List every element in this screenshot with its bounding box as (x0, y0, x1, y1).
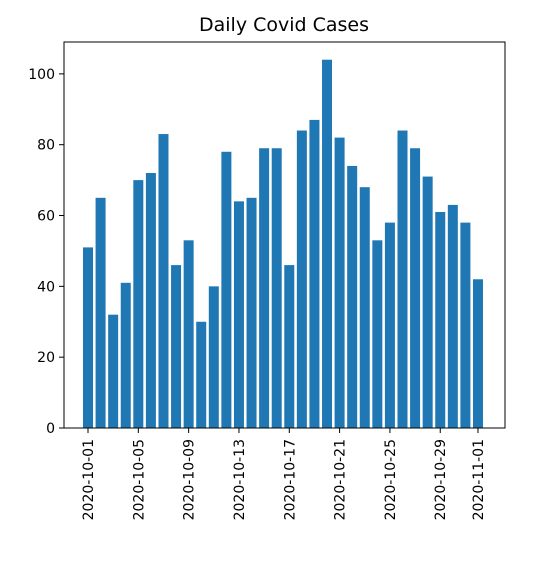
bar-2020-10-18 (296, 130, 307, 428)
bar-2020-10-17 (284, 265, 295, 428)
bar-2020-10-27 (410, 148, 421, 429)
bar-2020-10-29 (435, 211, 446, 428)
y-tick-label: 60 (37, 209, 55, 225)
x-tick-label: 2020-10-21 (333, 439, 349, 520)
bar-2020-10-15 (259, 148, 270, 429)
y-axis: 0 20 40 60 80 100 (28, 67, 64, 437)
bar-2020-10-11 (208, 286, 219, 428)
bar-2020-10-30 (447, 204, 458, 428)
y-tick-label: 20 (37, 350, 55, 366)
y-tick-label: 100 (28, 67, 55, 83)
bar-2020-10-05 (133, 180, 144, 428)
bar-2020-10-13 (233, 201, 244, 428)
x-tick-label: 2020-10-05 (131, 439, 147, 520)
bar-2020-10-20 (322, 59, 333, 429)
bar-2020-10-16 (271, 148, 282, 429)
bar-2020-10-28 (422, 176, 433, 428)
bar-2020-10-19 (309, 119, 320, 428)
bar-2020-10-23 (359, 187, 370, 428)
bar-2020-10-26 (397, 130, 408, 428)
bar-2020-10-08 (171, 265, 182, 428)
bar-2020-10-31 (460, 222, 471, 428)
bar-2020-10-03 (108, 314, 119, 428)
plot-frame (63, 41, 506, 429)
bar-2020-10-12 (221, 151, 232, 428)
bar-2020-10-21 (334, 137, 345, 429)
bar-2020-10-22 (347, 165, 358, 428)
y-tick-label: 80 (37, 138, 55, 154)
x-tick-label: 2020-11-01 (471, 439, 487, 520)
x-axis: 2020-10-01 2020-10-05 2020-10-09 2020-10-13… (81, 428, 487, 520)
bar-2020-10-09 (183, 240, 194, 428)
bar-2020-10-10 (196, 321, 207, 428)
x-tick-label: 2020-10-01 (81, 439, 97, 520)
bar-2020-11-01 (472, 279, 483, 428)
bar-2020-10-14 (246, 197, 257, 428)
x-tick-label: 2020-10-13 (232, 439, 248, 520)
bar-2020-10-06 (145, 173, 156, 428)
y-tick-label: 0 (46, 421, 55, 437)
x-tick-label: 2020-10-25 (383, 439, 399, 520)
bar-2020-10-25 (384, 222, 395, 428)
bar-2020-10-01 (83, 247, 93, 428)
chart-title: Daily Covid Cases (199, 14, 369, 36)
bar-2020-10-24 (372, 240, 383, 428)
x-tick-label: 2020-10-17 (282, 439, 298, 520)
x-tick-label: 2020-10-29 (433, 439, 449, 520)
bar-2020-10-02 (95, 197, 106, 428)
bar-2020-10-04 (120, 282, 131, 428)
bars-group (83, 59, 483, 429)
bar-2020-10-07 (158, 134, 169, 428)
x-tick-label: 2020-10-09 (182, 439, 198, 520)
y-tick-label: 40 (37, 279, 55, 295)
